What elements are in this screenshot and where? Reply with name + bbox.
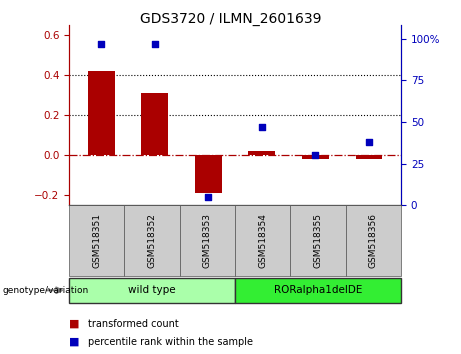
Text: transformed count: transformed count xyxy=(88,319,178,329)
Point xyxy=(258,124,266,130)
Text: GSM518351: GSM518351 xyxy=(92,213,101,268)
Text: GSM518353: GSM518353 xyxy=(203,213,212,268)
Bar xyxy=(142,93,168,155)
Point xyxy=(98,41,105,46)
Text: RORalpha1delDE: RORalpha1delDE xyxy=(274,285,362,295)
Point xyxy=(312,153,319,158)
Point xyxy=(151,41,159,46)
Text: GSM518356: GSM518356 xyxy=(369,213,378,268)
Text: GDS3720 / ILMN_2601639: GDS3720 / ILMN_2601639 xyxy=(140,12,321,27)
Bar xyxy=(248,151,275,155)
Text: wild type: wild type xyxy=(128,285,176,295)
Text: GSM518354: GSM518354 xyxy=(258,213,267,268)
Text: percentile rank within the sample: percentile rank within the sample xyxy=(88,337,253,347)
Point xyxy=(205,194,212,200)
Text: ■: ■ xyxy=(69,319,80,329)
Bar xyxy=(355,155,382,159)
Text: GSM518352: GSM518352 xyxy=(148,213,157,268)
Text: genotype/variation: genotype/variation xyxy=(2,286,89,295)
Point xyxy=(365,139,372,145)
Bar xyxy=(302,155,329,159)
Bar xyxy=(88,71,115,155)
Bar xyxy=(195,155,222,193)
Text: GSM518355: GSM518355 xyxy=(313,213,323,268)
Text: ■: ■ xyxy=(69,337,80,347)
